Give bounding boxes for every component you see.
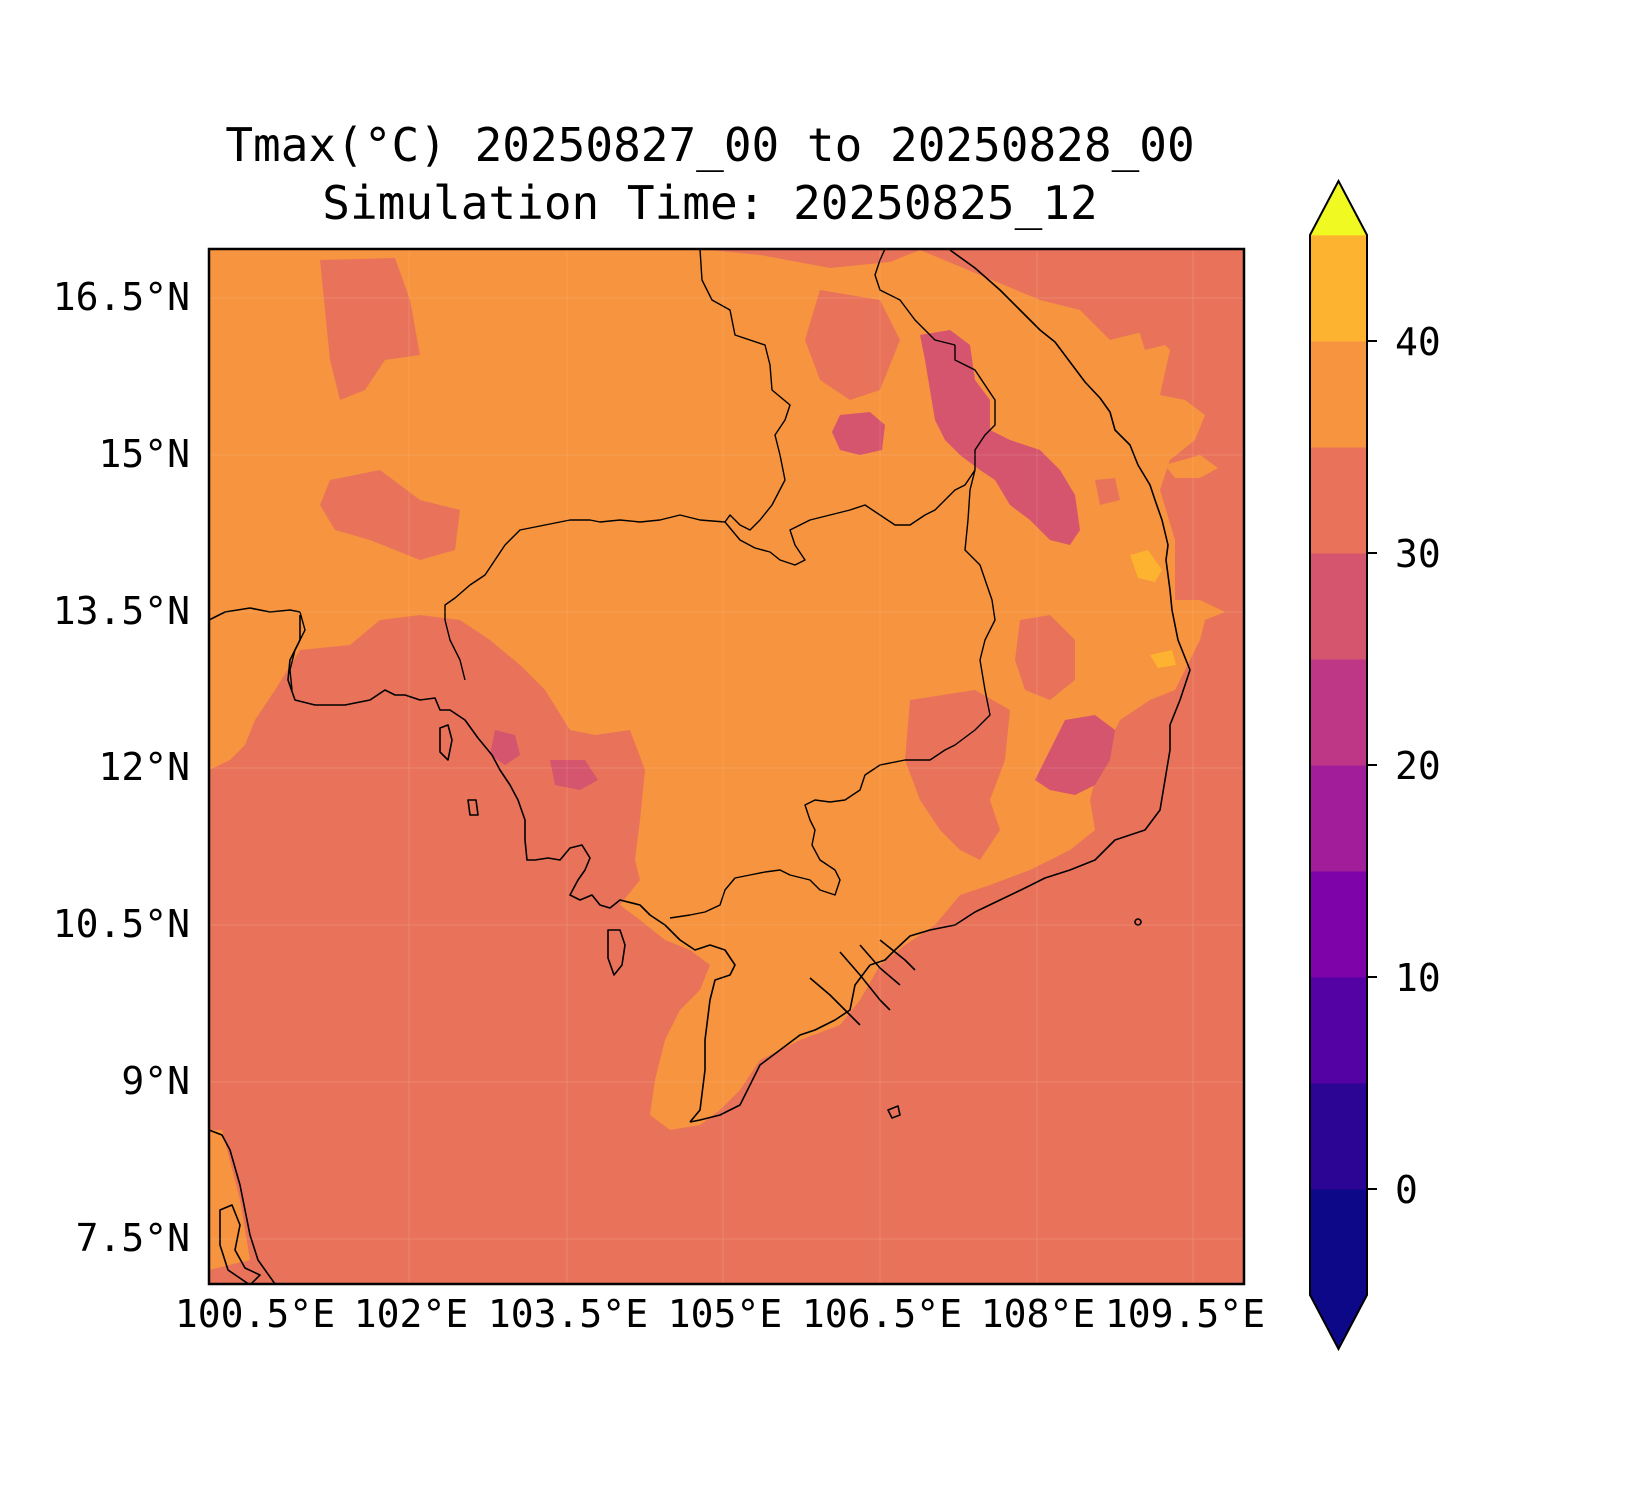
field-cool-patch [1035,715,1115,795]
colorbar-band [1310,553,1367,660]
field-hot-spot [1130,550,1162,582]
cambodia-vietnam-border [669,469,996,919]
colorbar-tick-label: 10 [1395,956,1441,1000]
river-mouth [809,977,861,1026]
field-mild-patch [805,290,900,400]
colorbar-band [1310,977,1367,1084]
island [439,724,453,761]
map-subtitle: Simulation Time: 20250825_12 [322,176,1098,230]
field-hot-spot [1150,650,1176,668]
cambodia-laos-border [724,345,996,566]
field-mild-patch [1135,318,1165,350]
colorbar-band [1310,341,1367,448]
colorbar-tick-label: 30 [1395,532,1441,576]
map-frame [207,247,1246,1286]
border-layer [289,249,996,919]
colorbar-band [1310,1083,1367,1190]
lon-tick-label: 103.5°E [487,1292,649,1336]
island [607,929,626,976]
laos-vietnam-border [874,249,956,346]
vietnam-coastline [869,249,1191,966]
field-cool-patch [550,760,598,790]
field-mild-patch [905,690,1010,860]
coastline-layer [209,249,1191,1284]
field-warm-land [209,249,1225,1130]
colorbar-band [1310,235,1367,342]
graticule [209,249,1244,1284]
cambodia-gulf-coast [287,615,736,1123]
lat-tick-label: 13.5°N [52,589,190,633]
river-mouth [879,939,916,971]
lat-tick-label: 16.5°N [52,275,190,319]
island [219,1204,261,1284]
colorbar-outline [1309,178,1368,1352]
colorbar [1309,178,1377,1352]
island [467,799,479,816]
field-cool-patch [920,330,1080,545]
lon-tick-label: 105°E [667,1292,783,1336]
thailand-laos-border [699,249,791,531]
thailand-cambodia-border [444,514,726,681]
map-title: Tmax(°C) 20250827_00 to 20250828_00 [225,118,1195,172]
map-plot-area [209,249,1244,1284]
colorbar-band [1310,447,1367,554]
colorbar-band [1310,1189,1367,1296]
mekong-delta-coast [689,964,871,1123]
colorbar-band [1310,765,1367,872]
colorbar-band [1310,871,1367,978]
lon-tick-label: 106.5°E [801,1292,963,1336]
river-mouth [839,951,891,1011]
colorbar-extend-min [1310,1295,1367,1349]
lat-tick-label: 10.5°N [52,902,190,946]
colorbar-tick-label: 20 [1395,744,1441,788]
field-cool-patch [490,730,520,765]
malay-coast [209,1129,276,1284]
river-mouth [859,944,901,986]
lat-tick-label: 15°N [98,432,190,476]
field-mild-patch [320,258,420,400]
colorbar-tick-label: 0 [1395,1168,1418,1212]
field-mild-patch [320,470,460,560]
colorbar-band [1310,235,1367,236]
field-mild-patch [1095,478,1120,505]
lat-tick-label: 7.5°N [75,1216,190,1260]
colorbar-extend-max [1310,181,1367,235]
lon-tick-label: 108°E [980,1292,1096,1336]
colorbar-band [1310,659,1367,766]
thailand-gulf-coast [209,607,301,621]
field-warm-sea [1165,455,1218,478]
colorbar-tick-label: 40 [1395,320,1441,364]
lon-tick-label: 109.5°E [1104,1292,1266,1336]
field-mild-patch [1015,615,1075,700]
thailand-myanmar-border [289,611,306,691]
island [1134,918,1142,926]
lat-tick-label: 9°N [121,1059,190,1103]
lon-tick-label: 102°E [353,1292,469,1336]
lon-tick-label: 100.5°E [174,1292,336,1336]
island [887,1105,901,1119]
lat-tick-label: 12°N [98,745,190,789]
field-cool-patch [832,412,885,455]
